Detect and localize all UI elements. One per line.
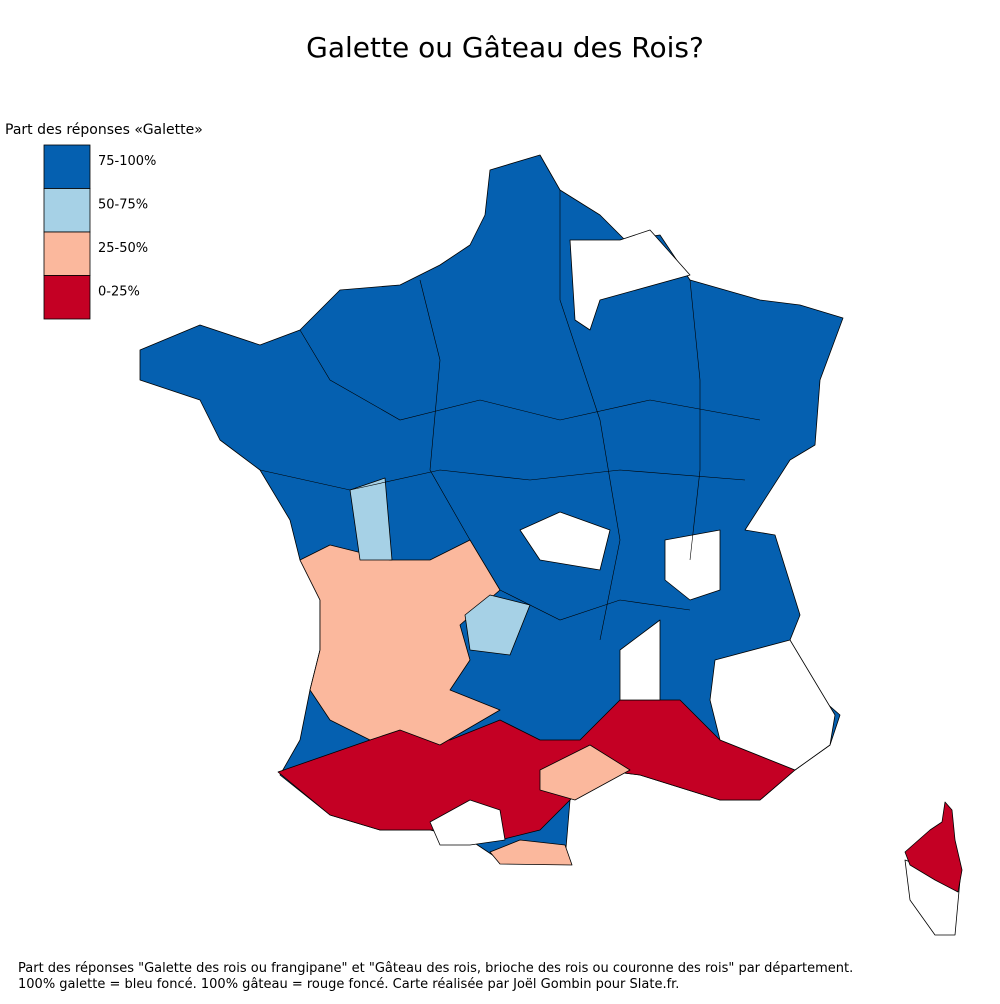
region-no-data <box>519 511 611 571</box>
legend-label: 50-75% <box>98 198 148 213</box>
legend-swatch <box>43 144 91 189</box>
footer-line: 100% galette = bleu foncé. 100% gâteau =… <box>18 977 679 992</box>
border <box>499 589 691 621</box>
legend-swatch <box>43 231 91 276</box>
footer-line: Part des réponses "Galette des rois ou f… <box>18 961 853 976</box>
region-25-50 <box>299 539 501 746</box>
region-no-data <box>429 799 506 846</box>
region-25-50 <box>489 839 573 866</box>
france <box>139 154 844 866</box>
legend-label: 25-50% <box>98 241 148 256</box>
border <box>689 279 701 561</box>
border <box>419 279 471 541</box>
region-25-50 <box>539 744 631 801</box>
region-50-75 <box>349 477 393 561</box>
region-no-data <box>709 639 836 771</box>
legend-title: Part des réponses «Galette» <box>5 122 203 138</box>
legend-label: 75-100% <box>98 154 156 169</box>
region-no-data <box>664 529 721 601</box>
region-50-75 <box>464 594 531 656</box>
legend-swatch <box>43 275 91 320</box>
legend-label: 0-25% <box>98 285 140 300</box>
title: Galette ou Gâteau des Rois? <box>306 31 704 64</box>
border <box>559 190 621 641</box>
region-0-25 <box>904 801 963 893</box>
legend: 75-100% 50-75% 25-50% 0-25% <box>43 144 156 320</box>
corsica <box>904 801 963 936</box>
region-no-data <box>619 619 661 701</box>
legend-swatch <box>43 188 91 233</box>
region-no-data <box>569 229 691 331</box>
border <box>299 329 761 421</box>
border <box>259 469 746 491</box>
